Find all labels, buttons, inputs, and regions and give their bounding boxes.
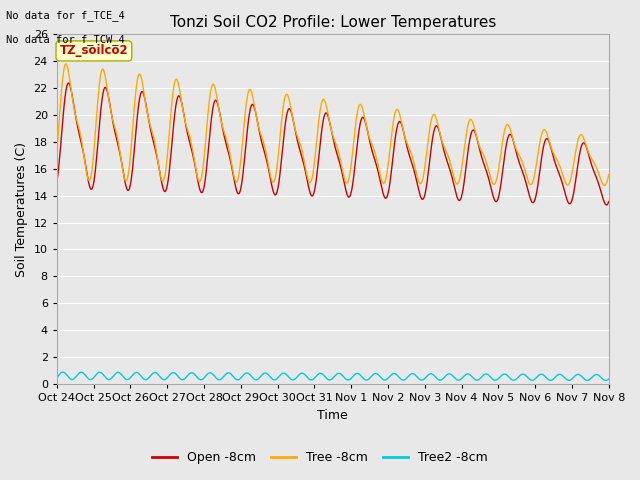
Tree -8cm (152, 143, 159, 149)
Tree2 -8cm (196, 377, 204, 383)
Tree -8cm (62, 61, 70, 67)
Legend: Open -8cm, Tree -8cm, Tree2 -8cm: Open -8cm, Tree -8cm, Tree2 -8cm (147, 446, 493, 469)
Tree2 -8cm (470, 375, 477, 381)
Tree2 -8cm (152, 370, 159, 375)
Open -8cm (53, 179, 61, 185)
Tree -8cm (470, 121, 477, 127)
Tree -8cm (380, 180, 387, 186)
Tree2 -8cm (60, 369, 67, 375)
Title: Tonzi Soil CO2 Profile: Lower Temperatures: Tonzi Soil CO2 Profile: Lower Temperatur… (170, 15, 496, 30)
Open -8cm (152, 147, 159, 153)
Open -8cm (196, 186, 204, 192)
Line: Open -8cm: Open -8cm (57, 83, 609, 205)
Tree -8cm (600, 182, 608, 188)
Tree -8cm (422, 153, 430, 158)
Tree2 -8cm (602, 378, 610, 384)
Tree2 -8cm (303, 374, 311, 380)
Open -8cm (603, 202, 611, 208)
Tree -8cm (303, 174, 311, 180)
Line: Tree -8cm: Tree -8cm (57, 64, 609, 185)
Y-axis label: Soil Temperatures (C): Soil Temperatures (C) (15, 142, 28, 276)
Tree -8cm (196, 179, 204, 185)
Tree2 -8cm (605, 376, 612, 382)
Open -8cm (605, 199, 612, 204)
Open -8cm (380, 190, 387, 196)
Tree2 -8cm (53, 375, 61, 381)
Open -8cm (303, 179, 311, 184)
Open -8cm (470, 127, 477, 133)
Tree2 -8cm (422, 374, 430, 380)
Open -8cm (65, 80, 73, 86)
Open -8cm (422, 184, 430, 190)
Tree -8cm (53, 150, 61, 156)
X-axis label: Time: Time (317, 409, 348, 422)
Text: No data for f_TCE_4: No data for f_TCE_4 (6, 10, 125, 21)
Tree2 -8cm (380, 376, 387, 382)
Tree -8cm (605, 171, 612, 177)
Text: TZ_soilco2: TZ_soilco2 (60, 45, 128, 58)
Line: Tree2 -8cm: Tree2 -8cm (57, 372, 609, 381)
Text: No data for f_TCW_4: No data for f_TCW_4 (6, 34, 125, 45)
